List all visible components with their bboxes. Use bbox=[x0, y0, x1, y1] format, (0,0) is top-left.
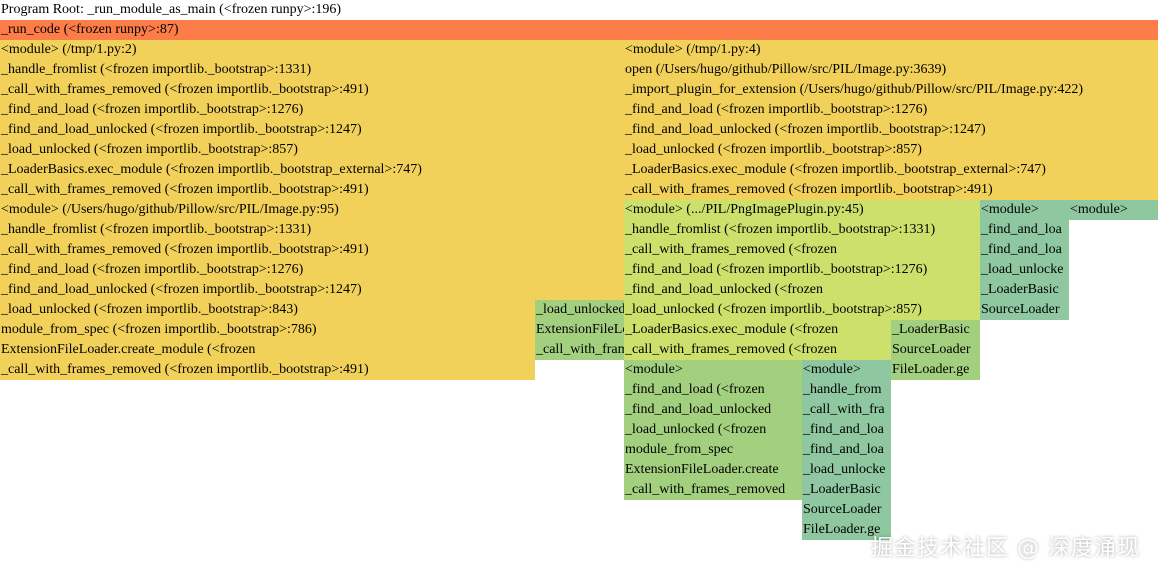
stack-frame[interactable]: module_from_spec bbox=[624, 440, 802, 460]
stack-frame[interactable]: _find_and_load (<frozen importlib._boots… bbox=[0, 100, 624, 120]
stack-frame[interactable]: <module> (/tmp/1.py:2) bbox=[0, 40, 624, 60]
stack-frame[interactable]: SourceLoader bbox=[891, 340, 980, 360]
stack-frame[interactable]: _LoaderBasic bbox=[802, 480, 891, 500]
stack-frame[interactable]: _call_with_frames_removed bbox=[535, 340, 624, 360]
stack-frame[interactable]: _call_with_frames_removed bbox=[624, 480, 802, 500]
stack-frame[interactable]: <module> (/Users/hugo/github/Pillow/src/… bbox=[0, 200, 624, 220]
stack-frame[interactable]: _import_plugin_for_extension (/Users/hug… bbox=[624, 80, 1158, 100]
stack-frame[interactable]: _find_and_loa bbox=[802, 420, 891, 440]
stack-frame[interactable]: _LoaderBasics.exec_module (<frozen impor… bbox=[624, 160, 1158, 180]
stack-frame[interactable]: _handle_fromlist (<frozen importlib._boo… bbox=[0, 220, 624, 240]
stack-frame[interactable]: module_from_spec (<frozen importlib._boo… bbox=[0, 320, 535, 340]
stack-frame[interactable]: _call_with_frames_removed (<frozen impor… bbox=[624, 180, 1158, 200]
stack-frame[interactable]: ExtensionFileLoader.create bbox=[624, 460, 802, 480]
stack-frame[interactable]: _find_and_load_unlocked (<frozen importl… bbox=[0, 280, 624, 300]
stack-frame[interactable]: _find_and_load (<frozen importlib._boots… bbox=[624, 260, 980, 280]
stack-frame[interactable]: open (/Users/hugo/github/Pillow/src/PIL/… bbox=[624, 60, 1158, 80]
stack-frame[interactable]: <module> bbox=[802, 360, 891, 380]
stack-frame[interactable]: _find_and_load_unlocked (<frozen bbox=[624, 280, 980, 300]
stack-frame[interactable]: _find_and_load_unlocked bbox=[624, 400, 802, 420]
stack-frame[interactable]: _find_and_loa bbox=[802, 440, 891, 460]
watermark: 掘金技术社区 @ 深度涌现 bbox=[871, 536, 1140, 561]
stack-frame[interactable]: ExtensionFileLoader.create_module (<froz… bbox=[0, 340, 535, 360]
stack-frame[interactable]: _run_code (<frozen runpy>:87) bbox=[0, 20, 1158, 40]
stack-frame[interactable]: SourceLoader bbox=[980, 300, 1069, 320]
stack-frame[interactable]: _load_unlocked (<frozen importlib._boots… bbox=[624, 140, 1158, 160]
stack-frame[interactable]: SourceLoader bbox=[802, 500, 891, 520]
stack-frame[interactable]: _find_and_load_unlocked (<frozen importl… bbox=[624, 120, 1158, 140]
stack-frame[interactable]: _load_unlocked (<frozen importlib._boots… bbox=[0, 300, 535, 320]
stack-frame[interactable]: _call_with_frames_removed (<frozen impor… bbox=[0, 240, 624, 260]
stack-frame[interactable]: _LoaderBasics.exec_module (<frozen bbox=[624, 320, 891, 340]
stack-frame[interactable]: _call_with_frames_removed (<frozen impor… bbox=[0, 80, 624, 100]
stack-frame[interactable]: <module> (.../PIL/PngImagePlugin.py:45) bbox=[624, 200, 980, 220]
stack-frame[interactable]: _find_and_load (<frozen importlib._boots… bbox=[0, 260, 624, 280]
stack-frame[interactable]: _load_unlocked (<frozen bbox=[624, 420, 802, 440]
stack-frame[interactable]: _load_unlocked (<frozen importlib._boots… bbox=[0, 140, 624, 160]
stack-frame[interactable]: FileLoader.ge bbox=[802, 520, 891, 540]
stack-frame[interactable]: _call_with_frames_removed (<frozen bbox=[624, 240, 980, 260]
stack-frame[interactable]: _call_with_frames_removed (<frozen bbox=[624, 340, 891, 360]
program-root-frame[interactable]: Program Root: _run_module_as_main (<froz… bbox=[0, 0, 1158, 20]
stack-frame[interactable]: _LoaderBasics.exec_module (<frozen impor… bbox=[0, 160, 624, 180]
stack-frame[interactable]: <module> (/tmp/1.py:4) bbox=[624, 40, 1158, 60]
stack-frame[interactable]: _load_unlocked bbox=[535, 300, 624, 320]
stack-frame[interactable]: _handle_from bbox=[802, 380, 891, 400]
stack-frame[interactable]: _find_and_load_unlocked (<frozen importl… bbox=[0, 120, 624, 140]
stack-frame[interactable]: <module> bbox=[980, 200, 1069, 220]
stack-frame[interactable]: _call_with_frames_removed (<frozen impor… bbox=[0, 180, 624, 200]
stack-frame[interactable]: <module> bbox=[624, 360, 802, 380]
stack-frame[interactable]: _find_and_load (<frozen bbox=[624, 380, 802, 400]
stack-frame[interactable]: _handle_fromlist (<frozen importlib._boo… bbox=[624, 220, 980, 240]
stack-frame[interactable]: _LoaderBasic bbox=[980, 280, 1069, 300]
stack-frame[interactable]: _find_and_loa bbox=[980, 240, 1069, 260]
stack-frame[interactable]: <module> bbox=[1069, 200, 1158, 220]
stack-frame[interactable]: _load_unlocke bbox=[802, 460, 891, 480]
stack-frame[interactable]: _load_unlocke bbox=[980, 260, 1069, 280]
stack-frame[interactable]: _call_with_frames_removed (<frozen impor… bbox=[0, 360, 535, 380]
stack-frame[interactable]: _handle_fromlist (<frozen importlib._boo… bbox=[0, 60, 624, 80]
stack-frame[interactable]: _call_with_fra bbox=[802, 400, 891, 420]
stack-frame[interactable]: _load_unlocked (<frozen importlib._boots… bbox=[624, 300, 980, 320]
stack-frame[interactable]: _find_and_load (<frozen importlib._boots… bbox=[624, 100, 1158, 120]
stack-frame[interactable]: FileLoader.ge bbox=[891, 360, 980, 380]
stack-frame[interactable]: _find_and_loa bbox=[980, 220, 1069, 240]
stack-frame[interactable]: _LoaderBasic bbox=[891, 320, 980, 340]
stack-frame[interactable]: ExtensionFileLoader bbox=[535, 320, 624, 340]
